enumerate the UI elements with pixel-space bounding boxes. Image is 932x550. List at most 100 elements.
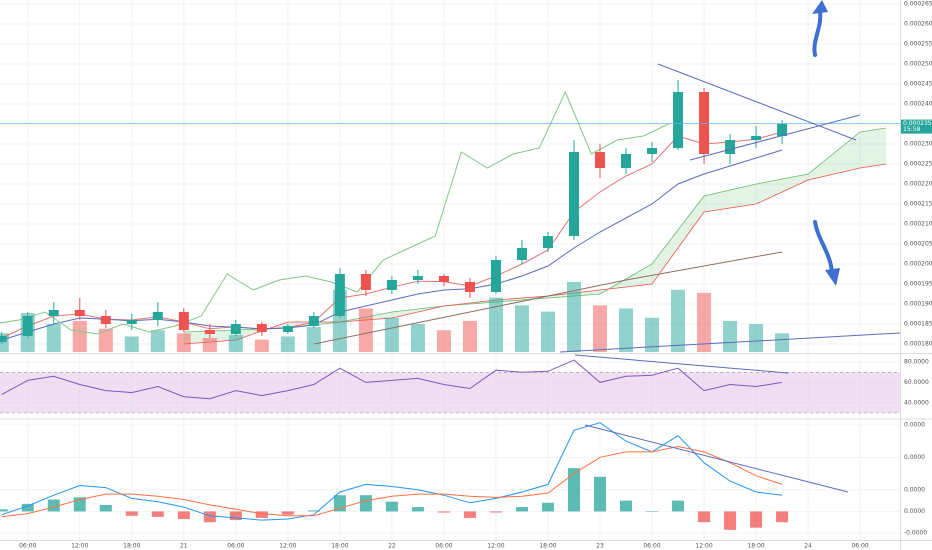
indicator-line	[0, 90, 670, 335]
macd-histogram-bar	[567, 468, 580, 512]
candle-body	[256, 324, 267, 332]
y-tick-label: 0.0000	[904, 421, 925, 428]
macd-histogram-bar	[672, 500, 685, 512]
macd-histogram-bar	[255, 511, 268, 518]
volume-bar	[566, 282, 581, 352]
macd-histogram-bar	[359, 495, 372, 512]
macd-histogram-bar	[229, 511, 242, 521]
x-tick-label: 06:00	[435, 543, 452, 550]
candle-body	[360, 274, 371, 290]
macd-histogram-bar	[724, 511, 737, 530]
volume-bar	[124, 336, 139, 352]
volume-bar	[358, 308, 373, 352]
macd-histogram-bar	[411, 507, 424, 512]
cloud-span-a	[183, 127, 887, 333]
rsi-band	[0, 372, 900, 413]
x-tick-label: 12:00	[71, 543, 88, 550]
candle-body	[490, 260, 501, 292]
trendline	[584, 424, 849, 493]
macd-histogram-bar	[203, 511, 216, 523]
volume-bar	[384, 317, 399, 352]
candle-body	[464, 282, 475, 292]
macd-histogram-bar	[307, 510, 320, 512]
x-tick-label: 06:00	[851, 543, 868, 550]
volume-bar	[514, 305, 529, 352]
candle-body	[568, 152, 579, 236]
x-tick-label: 12:00	[279, 543, 296, 550]
volume-bar	[749, 324, 764, 352]
candle-body	[282, 326, 293, 332]
ichimoku-cloud	[183, 128, 887, 344]
macd-histogram-bar	[47, 499, 60, 512]
macd-histogram-bar	[99, 504, 112, 512]
macd-histogram-bar	[594, 476, 606, 512]
candle-body	[126, 320, 137, 324]
x-tick-label: 18:00	[747, 543, 764, 550]
y-tick-label: 80.0000	[904, 359, 929, 366]
arrow-down	[813, 220, 834, 274]
macd-histogram-bar	[0, 509, 8, 512]
arrow-head	[812, 0, 828, 14]
candle-body	[178, 312, 189, 330]
x-tick-label: 12:00	[695, 543, 712, 550]
macd-histogram-bar	[620, 500, 633, 512]
candle-body	[438, 276, 449, 282]
drawings	[559, 63, 901, 493]
macd-histogram-bar	[125, 511, 138, 516]
candle-body	[334, 274, 345, 316]
candle-body	[386, 280, 397, 290]
volume-bar	[280, 336, 295, 352]
volume-bar	[619, 308, 634, 352]
trendline	[574, 354, 789, 374]
macd-histogram-bar	[698, 511, 711, 523]
price-tag	[901, 119, 932, 134]
y-tick-label: 0.0002650	[904, 1, 932, 8]
candle-body	[0, 336, 7, 342]
volume-bar	[540, 311, 555, 352]
volume-bar	[228, 334, 243, 352]
y-tick-label: -0.0000	[904, 530, 927, 537]
arrows	[812, 0, 840, 286]
macd-histogram-bar	[21, 503, 34, 512]
volume-bar	[436, 330, 451, 352]
macd-histogram-bar	[646, 511, 659, 512]
macd-histogram-bar	[385, 501, 398, 512]
arrow-up	[812, 10, 823, 57]
macd-histogram-bar	[750, 511, 763, 528]
macd-panel	[0, 422, 789, 530]
volume-bar	[202, 338, 217, 352]
candle-body	[230, 324, 241, 334]
candle-body	[308, 316, 319, 326]
x-tick-label: 18:00	[331, 543, 348, 550]
volume-bar	[488, 297, 503, 352]
macd-histogram-bar	[177, 511, 190, 520]
x-tick-label: 24	[804, 543, 812, 550]
candle-body	[100, 316, 111, 324]
axis-layer: 06:00 12:00 18:00 21 06:00 12:00 18:00 22 06:00 1…	[19, 1, 932, 550]
candle-body	[725, 140, 736, 154]
candle-body	[204, 330, 215, 334]
x-tick-label: 12:00	[487, 543, 504, 550]
macd-histogram-bar	[463, 511, 476, 518]
volume-bar	[593, 305, 607, 352]
candle-body	[751, 136, 762, 140]
x-tick-label: 23	[596, 543, 604, 550]
volume-bar	[775, 333, 790, 352]
indicator-line	[313, 251, 783, 345]
macd-histogram-bar	[776, 511, 789, 523]
signal-line	[1, 445, 783, 518]
